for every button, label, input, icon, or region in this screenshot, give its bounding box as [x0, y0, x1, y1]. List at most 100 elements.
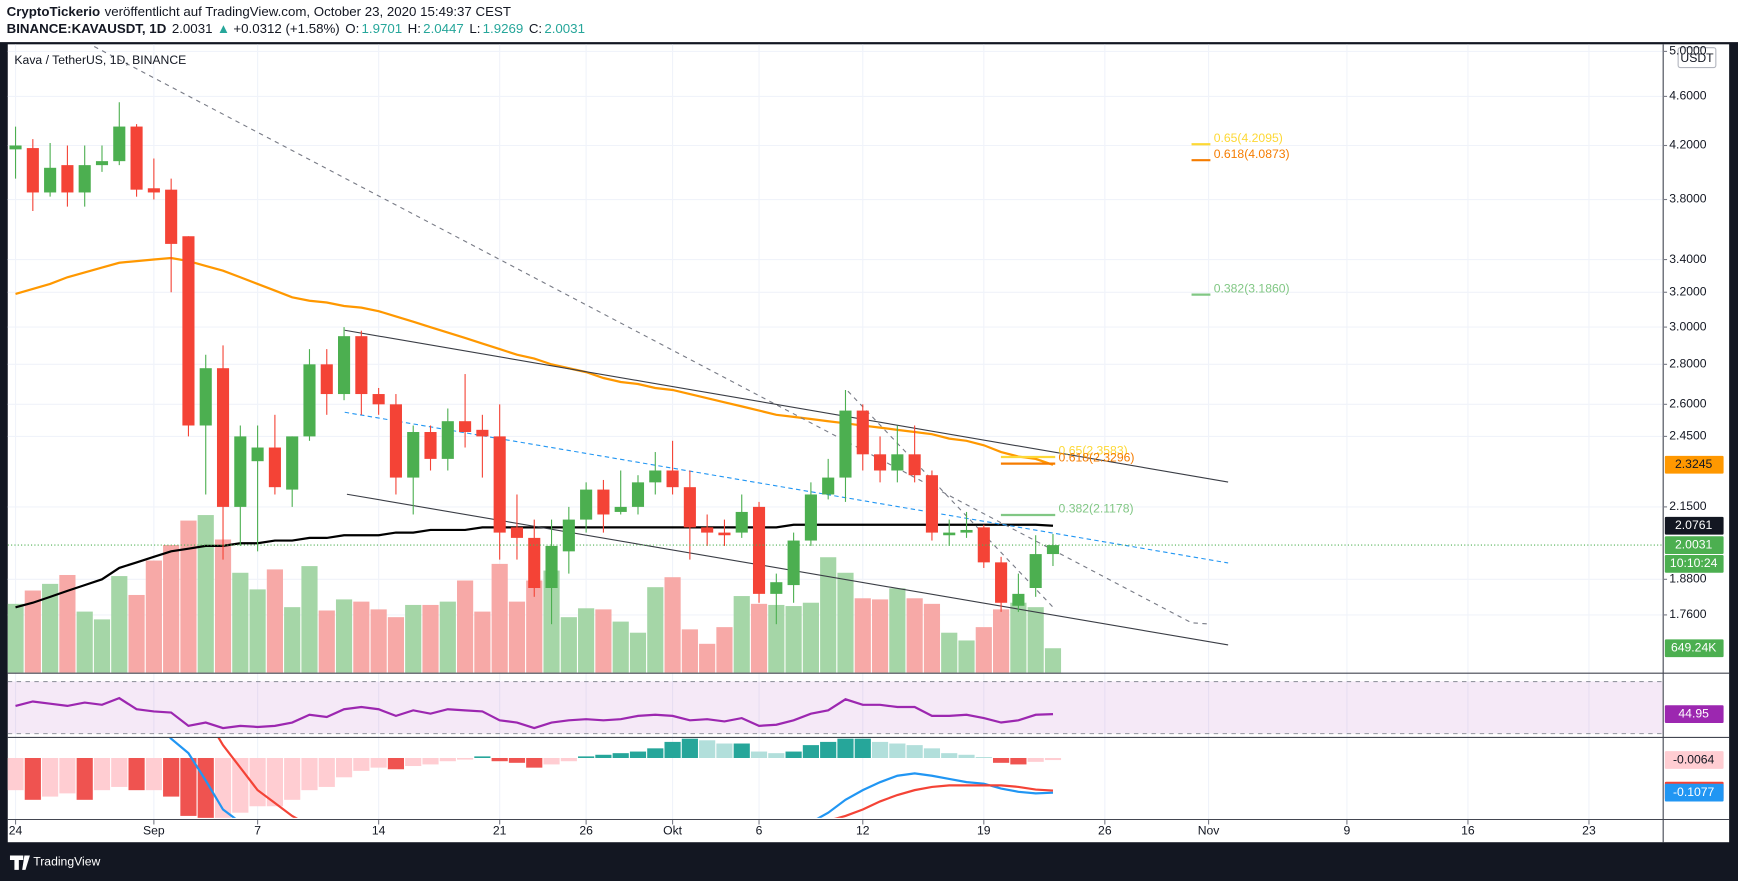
- candle-body: [355, 336, 368, 395]
- volume-bar: [301, 566, 318, 673]
- candle-body: [303, 364, 316, 437]
- volume-bar: [180, 520, 197, 673]
- candle-body: [389, 404, 402, 478]
- volume-bar: [474, 611, 491, 673]
- macd-histogram-bar: [163, 757, 180, 797]
- macd-histogram-bar: [1010, 757, 1027, 765]
- y-tick-label: 5.0000: [1669, 44, 1707, 58]
- candle-body: [338, 336, 351, 395]
- volume-bar: [785, 606, 802, 673]
- candle-body: [528, 537, 541, 588]
- macd-histogram-bar: [59, 757, 76, 794]
- macd-histogram-bar: [526, 757, 543, 768]
- macd-histogram-bar: [7, 757, 24, 791]
- candle-body: [459, 421, 472, 433]
- macd-histogram-bar: [1044, 757, 1062, 761]
- price-label: -0.0064: [1673, 752, 1715, 766]
- volume-bar: [145, 560, 162, 673]
- volume-bar: [318, 610, 335, 673]
- candle-body: [977, 527, 990, 563]
- macd-line: [169, 738, 1054, 818]
- macd-histogram-bar: [93, 757, 111, 791]
- candle-body: [580, 489, 593, 520]
- candle-body: [822, 477, 835, 495]
- volume-bar: [923, 603, 941, 673]
- volume-bar: [560, 617, 577, 673]
- change: +0.0312 (+1.58%): [233, 20, 339, 35]
- quote-line: BINANCE:KAVAUSDT, 1D 2.0031 ▲ +0.0312 (+1.5…: [7, 20, 585, 35]
- price-label: 2.0031: [1675, 537, 1713, 551]
- volume-bar: [975, 627, 992, 673]
- y-tick-label: 3.8000: [1669, 192, 1707, 206]
- price-label-box: [1664, 536, 1724, 554]
- ohlc-value: 2.0447: [423, 20, 464, 35]
- y-tick-label: 3.4000: [1669, 252, 1707, 266]
- x-tick-label: 24: [9, 823, 23, 837]
- macd-histogram-bar: [750, 751, 768, 758]
- macd-histogram-bar: [699, 740, 716, 758]
- candle-body: [943, 532, 956, 536]
- volume-bar: [664, 577, 681, 673]
- volume-bar: [24, 590, 41, 673]
- y-tick-label: 2.1500: [1669, 499, 1707, 513]
- x-tick-label: Sep: [143, 823, 165, 837]
- macd-histogram-bar: [681, 738, 698, 758]
- price-label: 2.3245: [1675, 457, 1713, 471]
- change-arrow: ▲: [217, 20, 230, 35]
- candle-body: [908, 454, 921, 476]
- candle-body: [372, 394, 385, 405]
- candle-body: [1029, 554, 1042, 588]
- volume-bar: [111, 576, 128, 673]
- volume-bar: [93, 619, 111, 673]
- macd-histogram-bar: [405, 757, 422, 767]
- header-line: CryptoTickerio veröffentlicht auf Trading…: [7, 4, 511, 19]
- candle-body: [165, 189, 178, 244]
- volume-bar: [232, 572, 249, 673]
- currency-badge[interactable]: [1677, 47, 1717, 69]
- macd-histogram-bar: [629, 751, 647, 758]
- macd-histogram-bar: [111, 757, 128, 787]
- candle-body: [891, 454, 904, 471]
- candle-body: [701, 527, 714, 533]
- x-tick-label: Okt: [663, 823, 683, 837]
- fib-label: 0.618(2.3296): [1059, 450, 1135, 464]
- candle-body: [441, 421, 454, 459]
- volume-bar: [837, 572, 854, 673]
- fib-label: 0.65(2.3583): [1059, 444, 1128, 458]
- macd-histogram-bar: [923, 748, 941, 758]
- ohlc-key: L:: [469, 20, 480, 35]
- x-tick-label: 21: [493, 823, 507, 837]
- y-tick-label: 3.2000: [1669, 284, 1707, 298]
- macd-histogram-bar: [560, 757, 577, 762]
- y-tick-label: 2.4500: [1669, 429, 1707, 443]
- macd-histogram-bar: [301, 757, 318, 791]
- volume-bar: [699, 643, 716, 673]
- volume-bar: [578, 608, 595, 673]
- macd-histogram-bar: [733, 743, 750, 758]
- candle-body: [493, 436, 506, 533]
- volume-bar: [335, 599, 353, 673]
- macd-histogram-bar: [474, 756, 491, 758]
- volume-bar: [197, 515, 214, 673]
- macd-histogram-bar: [266, 757, 283, 807]
- volume-bar: [370, 609, 387, 673]
- macd-histogram-bar: [664, 741, 681, 758]
- volume-bar: [422, 604, 439, 673]
- candle-body: [182, 236, 195, 426]
- volume-bar: [59, 574, 76, 673]
- volume-bar: [595, 609, 612, 673]
- volume-bar: [128, 594, 145, 673]
- candle-body: [804, 494, 817, 541]
- macd-histogram-bar: [284, 757, 301, 800]
- symbol: BINANCE:KAVAUSDT, 1D: [7, 20, 167, 35]
- y-tick-label: 3.0000: [1669, 319, 1707, 333]
- candle-body: [251, 447, 264, 462]
- candle-body: [631, 482, 645, 507]
- y-tick-label: 4.2000: [1669, 138, 1707, 152]
- y-tick-label: 4.6000: [1669, 89, 1707, 103]
- volume-bar: [163, 545, 180, 673]
- y-tick-label: 2.8000: [1669, 357, 1707, 371]
- header-bar: [0, 0, 1738, 43]
- candle-body: [752, 506, 766, 594]
